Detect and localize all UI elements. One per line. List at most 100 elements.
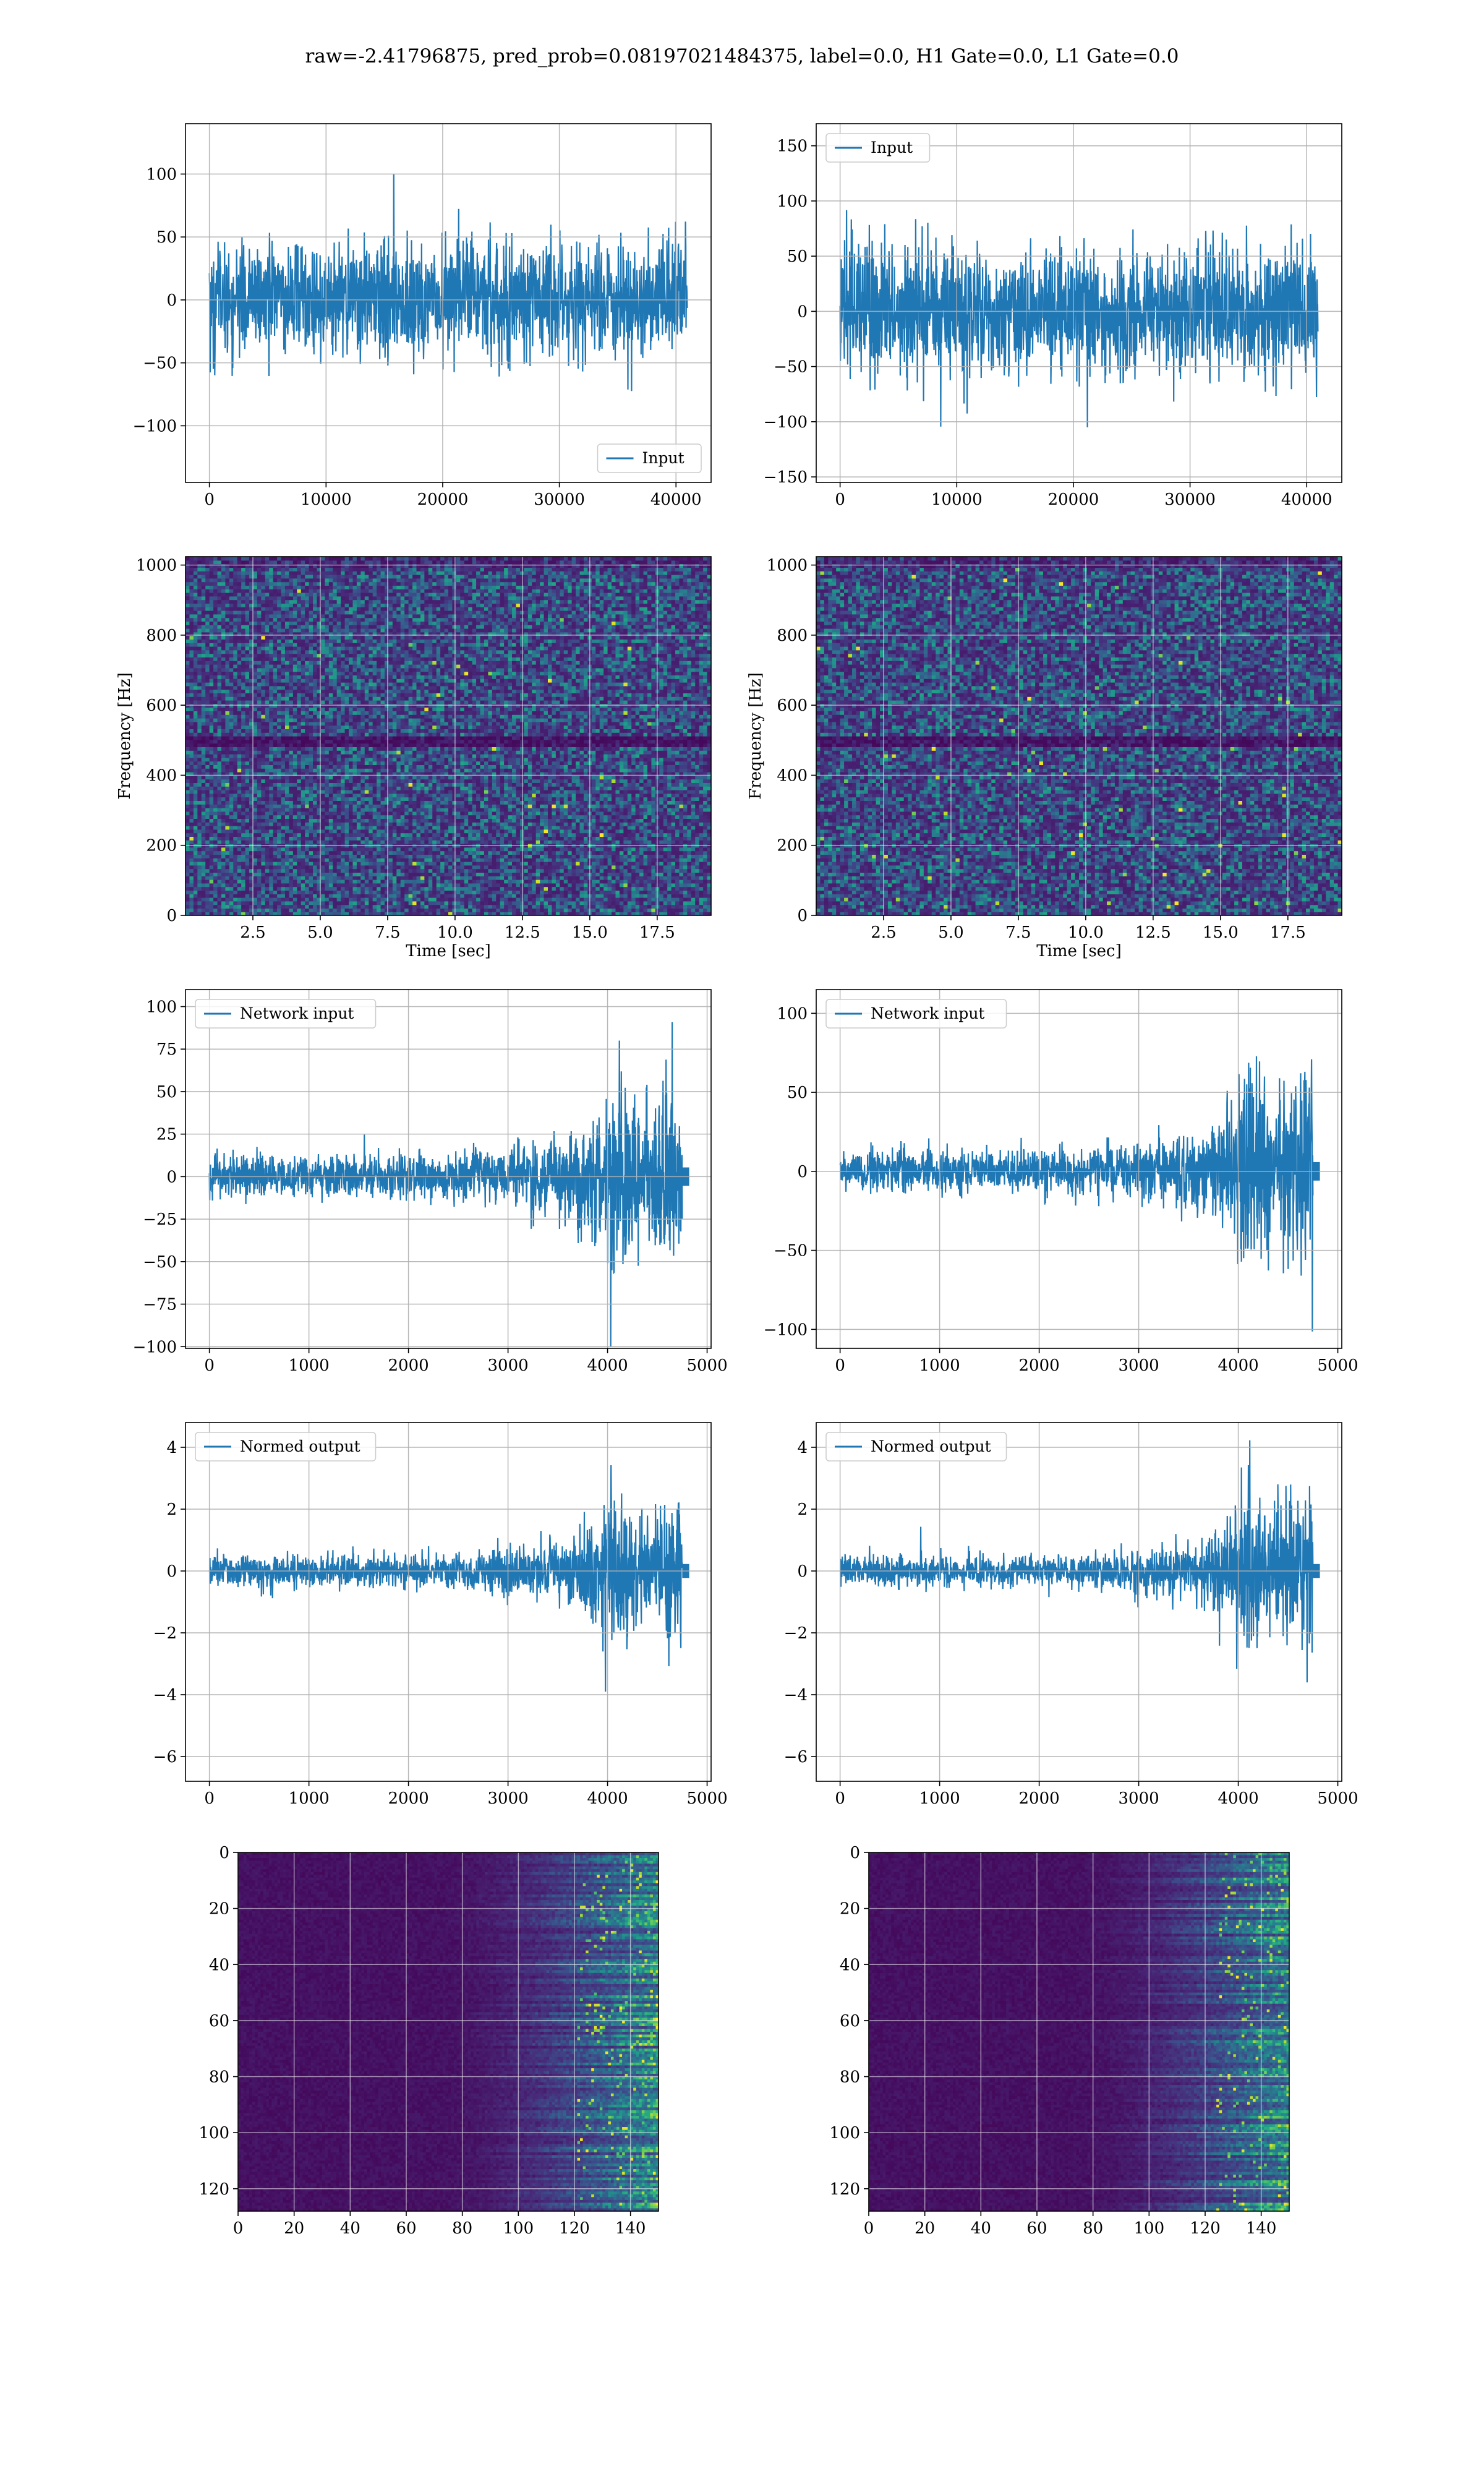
- net-h1-ytick-label: 0: [166, 1168, 177, 1186]
- net-h1-ytick-label: −25: [143, 1210, 177, 1229]
- norm-h1-xtick-label: 3000: [488, 1789, 529, 1808]
- net-l1-ytick-label: −100: [764, 1320, 808, 1339]
- spec-l1-ytick-label: 600: [777, 696, 808, 715]
- norm-h1-ytick-label: −6: [153, 1748, 177, 1766]
- net-l1-xtick-label: 5000: [1317, 1356, 1358, 1375]
- figure-suptitle: raw=-2.41796875, pred_prob=0.08197021484…: [305, 45, 1179, 67]
- spec-l1-xtick-label: 17.5: [1270, 923, 1306, 942]
- qt-h1-ytick-label: 120: [198, 2180, 229, 2199]
- norm-h1-ytick-label: −2: [153, 1624, 177, 1643]
- spec-l1-xtick-label: 5.0: [938, 923, 963, 942]
- norm-h1-plot-area: [186, 1423, 711, 1781]
- net-h1-panel: 0 1000 2000 3000 4000 5000−100−75−50−25025507…: [133, 990, 728, 1375]
- raw-h1-plot-area: [186, 124, 711, 482]
- raw-l1-series-line: [840, 210, 1318, 427]
- raw-h1-xtick-label: 40000: [650, 490, 702, 509]
- qt-l1-xtick-label: 40: [971, 2219, 991, 2238]
- qt-h1-xtick-label: 60: [396, 2219, 416, 2238]
- net-h1-ytick-label: 25: [156, 1126, 177, 1144]
- net-h1-ytick-label: −75: [143, 1296, 177, 1314]
- qt-l1-ytick-label: 80: [840, 2068, 860, 2087]
- qt-l1-xtick-label: 0: [864, 2219, 874, 2238]
- net-h1-ytick-label: 100: [146, 998, 177, 1016]
- spec-h1-panel: 2.5 5.0 7.5 10.0 12.5 15.0 17.5020040060080010…: [116, 557, 712, 961]
- norm-h1-legend-label: Normed output: [240, 1437, 360, 1455]
- raw-h1-ytick-label: 0: [166, 291, 177, 310]
- net-h1-ytick-label: −100: [133, 1338, 177, 1356]
- norm-h1-series-line: [210, 1465, 683, 1692]
- norm-l1-xtick-label: 5000: [1317, 1789, 1358, 1808]
- net-l1-xtick-label: 2000: [1019, 1356, 1060, 1375]
- net-l1-ytick-label: −50: [774, 1242, 808, 1261]
- norm-h1-ytick-label: 4: [166, 1439, 177, 1457]
- raw-l1-xtick-label: 30000: [1164, 490, 1216, 509]
- qt-h1-xtick-label: 120: [559, 2219, 590, 2238]
- qt-l1-xtick-label: 60: [1026, 2219, 1047, 2238]
- raw-h1-xtick-label: 30000: [534, 490, 585, 509]
- net-h1-series-line: [210, 1022, 683, 1346]
- net-h1-legend: Network input: [195, 999, 376, 1028]
- spec-h1-xtick-label: 2.5: [240, 923, 265, 942]
- qt-l1-ytick-label: 0: [850, 1844, 860, 1862]
- spec-h1-ytick-label: 800: [146, 627, 177, 645]
- qt-l1-ytick-label: 20: [840, 1900, 860, 1919]
- net-h1-legend-label: Network input: [240, 1004, 354, 1022]
- spec-l1-xtick-label: 15.0: [1203, 923, 1239, 942]
- qt-h1-ytick-label: 20: [209, 1900, 229, 1919]
- raw-h1-ytick-label: −100: [133, 417, 177, 435]
- spec-h1-xtick-label: 7.5: [375, 923, 400, 942]
- net-l1-xtick-label: 0: [835, 1356, 845, 1375]
- spec-h1-xtick-label: 5.0: [307, 923, 333, 942]
- raw-l1-ytick-label: 150: [777, 137, 808, 156]
- norm-l1-xtick-label: 1000: [919, 1789, 960, 1808]
- raw-h1-series-line: [210, 174, 688, 391]
- qt-l1-ytick-label: 100: [829, 2124, 860, 2142]
- net-l1-xtick-label: 3000: [1119, 1356, 1159, 1375]
- norm-l1-xtick-label: 2000: [1019, 1789, 1060, 1808]
- raw-h1-legend: Input: [598, 444, 702, 473]
- qt-h1-plot-area: [238, 1852, 659, 2212]
- norm-l1-xtick-label: 3000: [1119, 1789, 1159, 1808]
- raw-h1-ytick-label: 50: [156, 228, 177, 247]
- spec-l1-ytick-label: 1000: [767, 557, 808, 575]
- spec-h1-ytick-label: 0: [166, 907, 177, 925]
- raw-h1-legend-label: Input: [642, 449, 684, 467]
- qt-h1-xtick-label: 140: [615, 2219, 646, 2238]
- qt-h1-xtick-label: 0: [233, 2219, 244, 2238]
- spec-l1-ytick-label: 400: [777, 766, 808, 785]
- norm-h1-xtick-label: 5000: [686, 1789, 727, 1808]
- net-l1-ytick-label: 0: [797, 1163, 808, 1181]
- raw-l1-legend-label: Input: [871, 139, 913, 156]
- net-h1-xtick-label: 4000: [587, 1356, 628, 1375]
- qt-h1-ytick-label: 100: [198, 2124, 229, 2142]
- spec-h1-ylabel: Frequency [Hz]: [116, 672, 134, 800]
- norm-l1-ytick-label: 0: [797, 1562, 808, 1581]
- norm-h1-ytick-label: 2: [166, 1500, 177, 1519]
- norm-h1-xtick-label: 2000: [388, 1789, 429, 1808]
- net-l1-ytick-label: 100: [777, 1004, 808, 1023]
- net-l1-ytick-label: 50: [787, 1084, 808, 1102]
- spec-h1-ytick-label: 200: [146, 837, 177, 855]
- spec-l1-xlabel: Time [sec]: [1036, 942, 1122, 961]
- norm-l1-ytick-label: 2: [797, 1500, 808, 1519]
- net-h1-xtick-label: 5000: [686, 1356, 727, 1375]
- norm-l1-ytick-label: −2: [784, 1624, 808, 1643]
- qt-h1-ytick-label: 40: [209, 1956, 229, 1974]
- net-h1-xtick-label: 1000: [289, 1356, 330, 1375]
- spec-l1-xtick-label: 12.5: [1135, 923, 1171, 942]
- raw-l1-legend: Input: [826, 134, 930, 162]
- norm-h1-xtick-label: 0: [204, 1789, 215, 1808]
- spec-l1-ytick-label: 200: [777, 837, 808, 855]
- raw-l1-plot-area: [816, 124, 1342, 482]
- spec-l1-xtick-label: 10.0: [1068, 923, 1104, 942]
- net-l1-xtick-label: 4000: [1217, 1356, 1258, 1375]
- spec-h1-xtick-label: 10.0: [437, 923, 473, 942]
- spec-l1-ytick-label: 800: [777, 627, 808, 645]
- norm-h1-legend: Normed output: [195, 1432, 376, 1461]
- spec-l1-ytick-label: 0: [797, 907, 808, 925]
- norm-l1-legend: Normed output: [826, 1432, 1007, 1461]
- norm-l1-xtick-label: 0: [835, 1789, 845, 1808]
